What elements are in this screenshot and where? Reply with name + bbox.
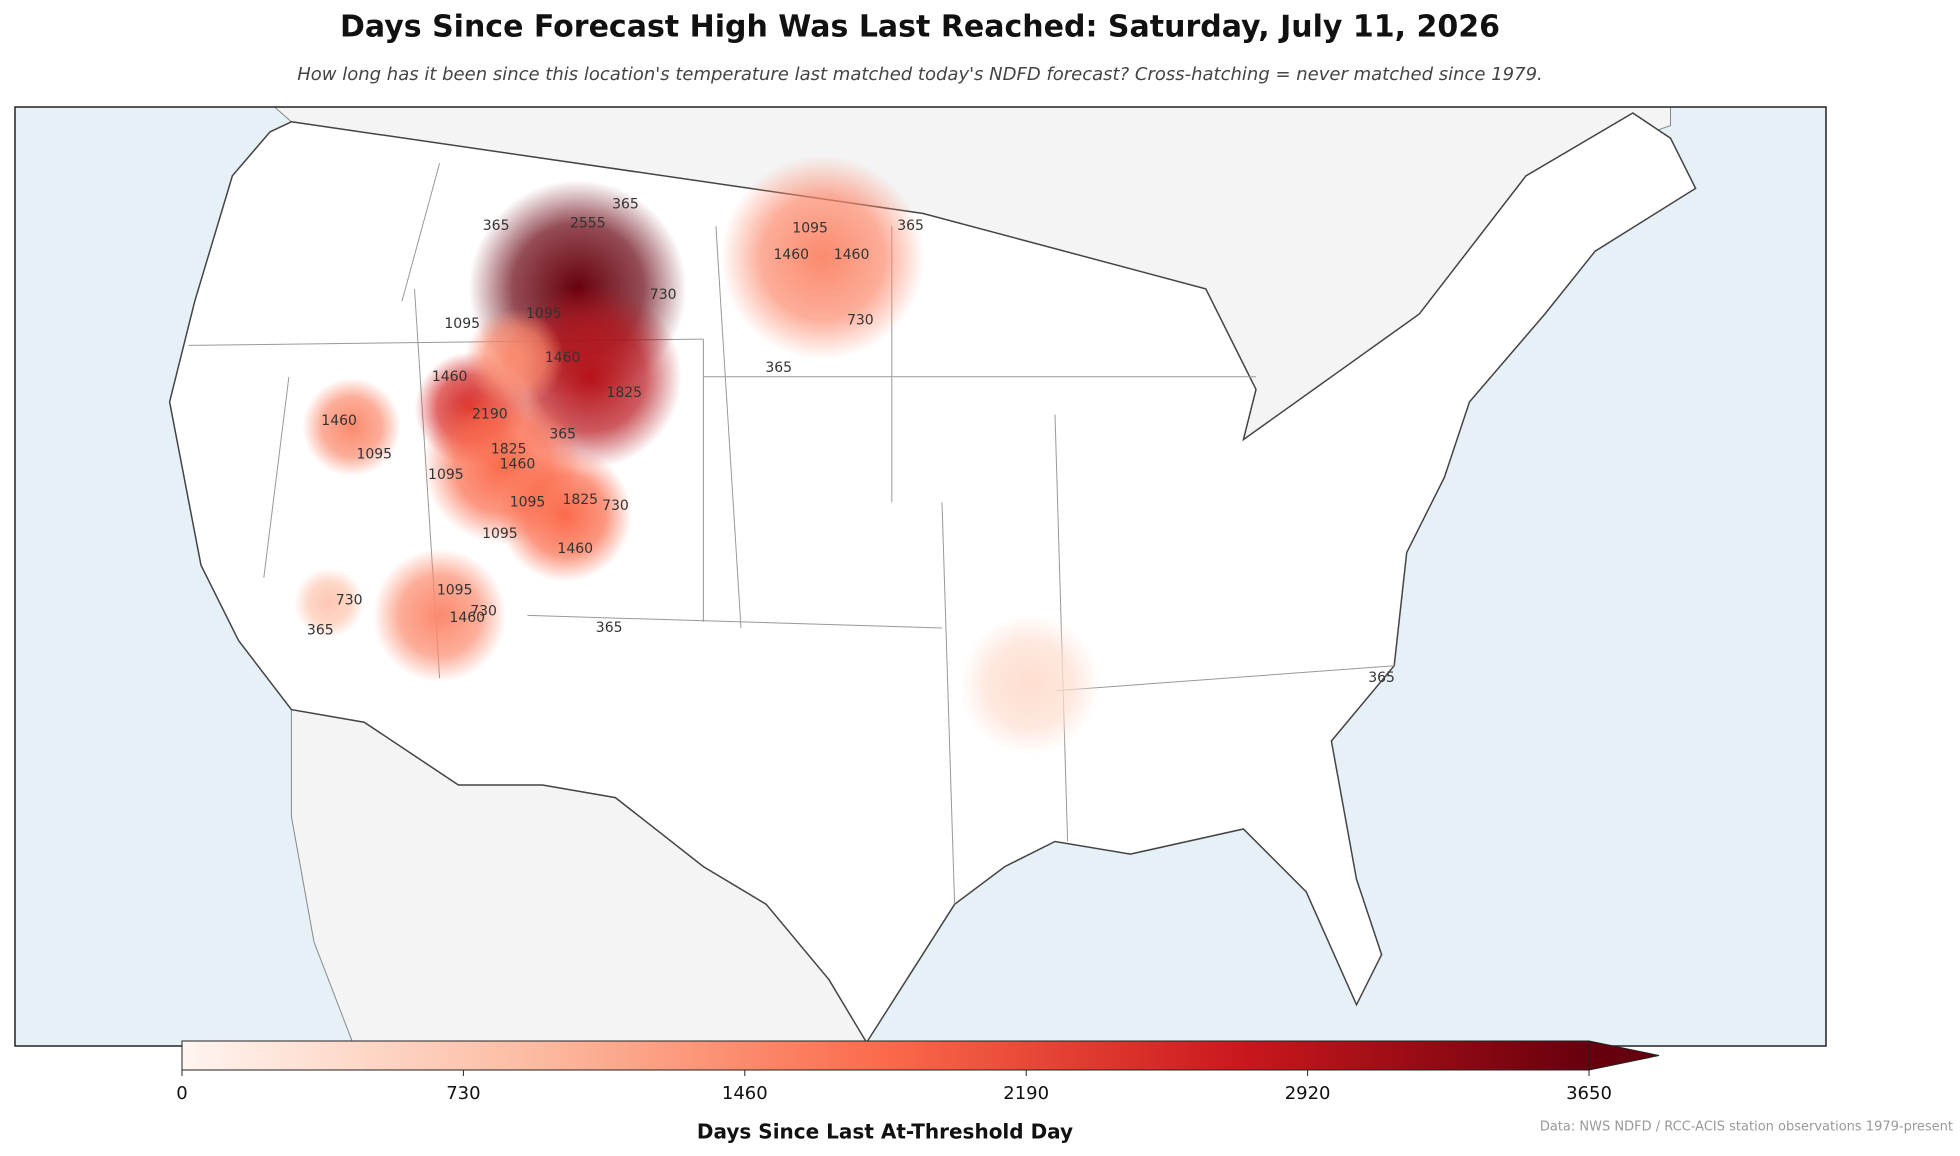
hotspot xyxy=(720,155,925,360)
contour-label: 2555 xyxy=(570,216,606,232)
hotspot xyxy=(959,614,1101,755)
contour-label: 1825 xyxy=(606,385,642,401)
colorbar-label: Days Since Last At-Threshold Day xyxy=(697,1120,1073,1144)
contour-label: 2190 xyxy=(472,406,508,422)
state-border xyxy=(527,614,943,629)
contour-label: 1825 xyxy=(562,492,598,508)
colorbar-tick-label: 3650 xyxy=(1566,1083,1612,1104)
contour-label: 365 xyxy=(483,218,510,234)
contour-label: 365 xyxy=(307,623,334,639)
hotspot xyxy=(372,548,507,683)
contour-label: 365 xyxy=(612,197,639,213)
colorbar-tick-label: 2920 xyxy=(1285,1083,1331,1104)
hotspot xyxy=(302,377,401,477)
colorbar: 0 730 1460 2190 2920 3650 xyxy=(176,1040,1660,1104)
colorbar-tick-label: 2190 xyxy=(1003,1083,1049,1104)
contour-label: 1095 xyxy=(444,316,480,332)
hotspot xyxy=(465,308,565,408)
state-border xyxy=(715,226,742,629)
contour-label: 730 xyxy=(470,604,497,620)
colorbar-extend xyxy=(1588,1040,1660,1071)
contour-label: 730 xyxy=(336,592,363,608)
hotspot xyxy=(293,567,365,639)
contour-label: 365 xyxy=(1368,670,1395,686)
contour-label: 1460 xyxy=(834,247,870,263)
chart-subtitle: How long has it been since this location… xyxy=(297,64,1543,85)
contour-label: 1095 xyxy=(437,582,473,598)
hotspot xyxy=(423,385,582,544)
contour-label: 730 xyxy=(602,498,629,514)
contour-label: 1095 xyxy=(482,526,518,542)
colorbar-tick-label: 730 xyxy=(446,1083,480,1104)
colorbar-tick-label: 0 xyxy=(176,1083,187,1104)
contour-label: 1825 xyxy=(491,442,527,458)
contour-label: 1095 xyxy=(428,467,464,483)
contour-label: 1460 xyxy=(321,413,357,429)
contour-label: 1095 xyxy=(792,221,828,237)
contour-label: 1095 xyxy=(526,306,562,322)
contour-label: 1095 xyxy=(356,447,392,463)
contour-label: 365 xyxy=(897,218,924,234)
contour-label: 730 xyxy=(650,287,677,303)
contour-label: 365 xyxy=(765,360,792,376)
state-border xyxy=(263,376,290,578)
colorbar-tick-label: 1460 xyxy=(722,1083,768,1104)
chart-title: Days Since Forecast High Was Last Reache… xyxy=(340,10,1500,45)
state-border xyxy=(1054,665,1395,692)
contour-label: 1460 xyxy=(449,610,485,626)
contour-label: 1460 xyxy=(545,350,581,366)
contour-label: 1460 xyxy=(557,541,593,557)
contour-label: 1460 xyxy=(773,247,809,263)
contour-label: 365 xyxy=(549,427,576,443)
state-border xyxy=(401,163,441,302)
state-border xyxy=(941,502,956,905)
source-note: Data: NWS NDFD / RCC-ACIS station observ… xyxy=(1540,1120,1953,1135)
colorbar-fill xyxy=(181,1040,1590,1071)
contour-label: 1460 xyxy=(432,369,468,385)
contour-label: 1095 xyxy=(510,494,546,510)
contour-label: 365 xyxy=(596,620,623,636)
contour-label: 1460 xyxy=(500,457,536,473)
contour-label: 730 xyxy=(847,312,874,328)
